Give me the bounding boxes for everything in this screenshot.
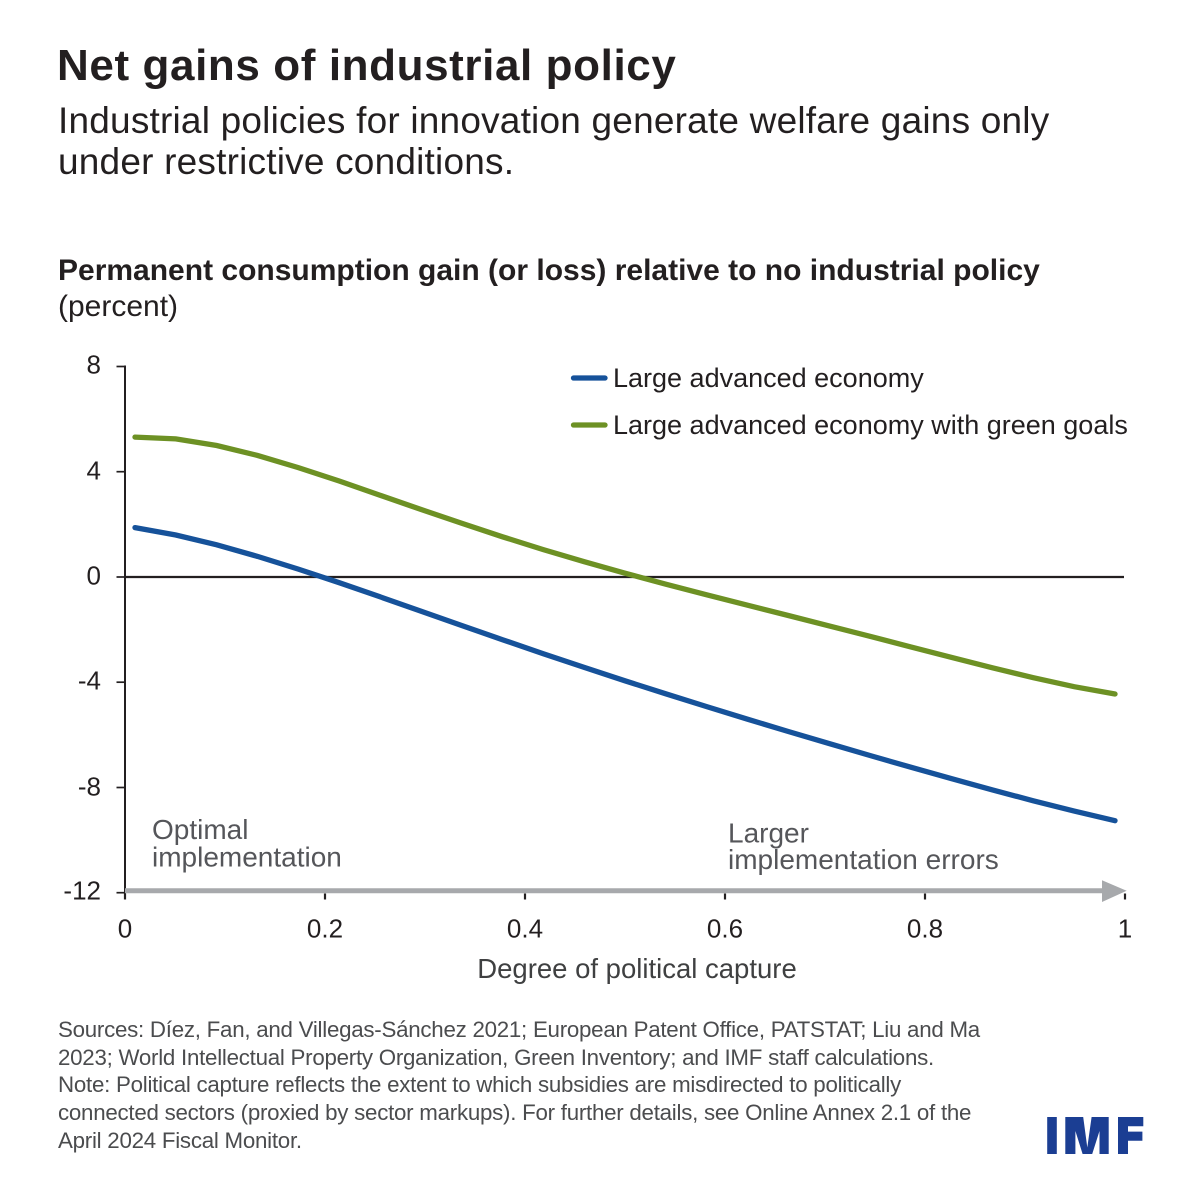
svg-text:Degree of political capture: Degree of political capture xyxy=(477,953,797,984)
svg-text:4: 4 xyxy=(87,456,101,486)
svg-text:implementation: implementation xyxy=(152,842,342,873)
svg-text:0.2: 0.2 xyxy=(307,914,343,944)
svg-text:-4: -4 xyxy=(78,666,101,696)
svg-text:Large advanced economy: Large advanced economy xyxy=(613,363,924,393)
svg-text:0.6: 0.6 xyxy=(707,914,743,944)
svg-text:0: 0 xyxy=(118,914,132,944)
svg-text:Optimal: Optimal xyxy=(152,814,248,845)
svg-text:0: 0 xyxy=(87,561,101,591)
svg-text:0.8: 0.8 xyxy=(907,914,943,944)
svg-text:1: 1 xyxy=(1118,914,1132,944)
svg-text:-12: -12 xyxy=(63,876,101,906)
svg-text:8: 8 xyxy=(87,350,101,380)
svg-text:0.4: 0.4 xyxy=(507,914,543,944)
svg-text:Large advanced economy with gr: Large advanced economy with green goals xyxy=(613,410,1128,440)
svg-text:implementation errors: implementation errors xyxy=(728,844,999,875)
svg-text:Larger: Larger xyxy=(728,818,809,849)
svg-text:-8: -8 xyxy=(78,772,101,802)
